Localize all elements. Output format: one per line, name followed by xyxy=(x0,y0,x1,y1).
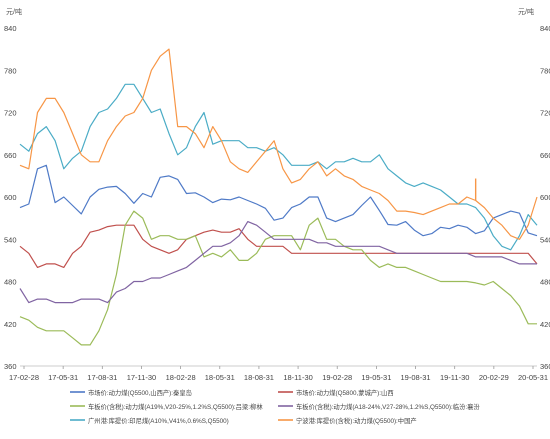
y-axis-left: 360 420 480 540 600 660 720 780 840 xyxy=(4,24,17,371)
y-axis-right: 360 420 480 540 600 660 720 780 840 xyxy=(540,24,550,371)
series-lines xyxy=(19,48,538,346)
y-tick-left: 780 xyxy=(4,66,17,75)
y-tick-right: 840 xyxy=(540,24,550,33)
x-tick-label: 19-02-28 xyxy=(322,373,352,382)
y-tick-left: 720 xyxy=(4,109,17,118)
x-axis: 17-02-28 17-05-31 17-08-31 17-11-30 18-02-28… xyxy=(9,366,548,382)
y-tick-right: 720 xyxy=(540,109,550,118)
x-tick-label: 17-02-28 xyxy=(9,373,39,382)
y-tick-left: 600 xyxy=(4,193,17,202)
series-line-5 xyxy=(19,48,538,240)
x-tick-label: 19-11-30 xyxy=(440,373,469,382)
y-tick-left: 480 xyxy=(4,278,17,287)
x-tick-label: 18-05-31 xyxy=(205,373,235,382)
y-tick-left: 840 xyxy=(4,24,17,33)
legend-item: 宁波港:库提价(含税):动力煤(Q5500):中国产 xyxy=(296,416,417,425)
x-tick-label: 18-02-28 xyxy=(166,373,196,382)
y-tick-right: 660 xyxy=(540,151,550,160)
legend-item: 车板价(含税):动力煤(A19%,V20-25%,1.2%S,Q5500):吕梁… xyxy=(88,402,263,411)
series-line-1 xyxy=(19,224,538,268)
x-tick-label: 18-08-31 xyxy=(244,373,274,382)
x-tick-label: 17-08-31 xyxy=(87,373,117,382)
y-tick-left: 420 xyxy=(4,320,17,329)
right-unit-label: 元/吨 xyxy=(518,7,534,16)
series-line-4 xyxy=(19,83,538,251)
y-tick-left: 660 xyxy=(4,151,17,160)
legend-item: 市场价:动力煤(Q5500,山西产):秦皇岛 xyxy=(88,388,192,397)
y-tick-right: 480 xyxy=(540,278,550,287)
y-tick-right: 780 xyxy=(540,66,550,75)
legend: 市场价:动力煤(Q5500,山西产):秦皇岛 市场价:动力煤(Q5800,蒙城产)… xyxy=(70,388,480,425)
series-line-3 xyxy=(19,221,537,304)
y-tick-left: 360 xyxy=(4,362,17,371)
left-unit-label: 元/吨 xyxy=(6,7,22,16)
x-tick-label: 20-05-31 xyxy=(518,373,548,382)
x-tick-label: 18-11-30 xyxy=(283,373,312,382)
x-tick-label: 19-08-31 xyxy=(401,373,431,382)
series-line-0 xyxy=(19,164,538,237)
legend-item: 车板价(含税):动力煤(A18-24%,V27-28%,1.2%S,Q5500)… xyxy=(296,402,480,411)
y-tick-right: 420 xyxy=(540,320,550,329)
y-tick-left: 540 xyxy=(4,235,17,244)
x-tick-label: 19-05-31 xyxy=(361,373,391,382)
legend-item: 市场价:动力煤(Q5800,蒙城产):山西 xyxy=(296,388,394,397)
series-line-2 xyxy=(19,210,537,346)
x-tick-label: 20-02-29 xyxy=(479,373,509,382)
y-tick-right: 360 xyxy=(540,362,550,371)
y-tick-right: 600 xyxy=(540,193,550,202)
legend-item: 广州港:库提价:印尼煤(A10%,V41%,0.6%S,Q5500) xyxy=(88,416,229,425)
x-tick-label: 17-05-31 xyxy=(48,373,78,382)
y-tick-right: 540 xyxy=(540,235,550,244)
x-tick-label: 17-11-30 xyxy=(127,373,156,382)
